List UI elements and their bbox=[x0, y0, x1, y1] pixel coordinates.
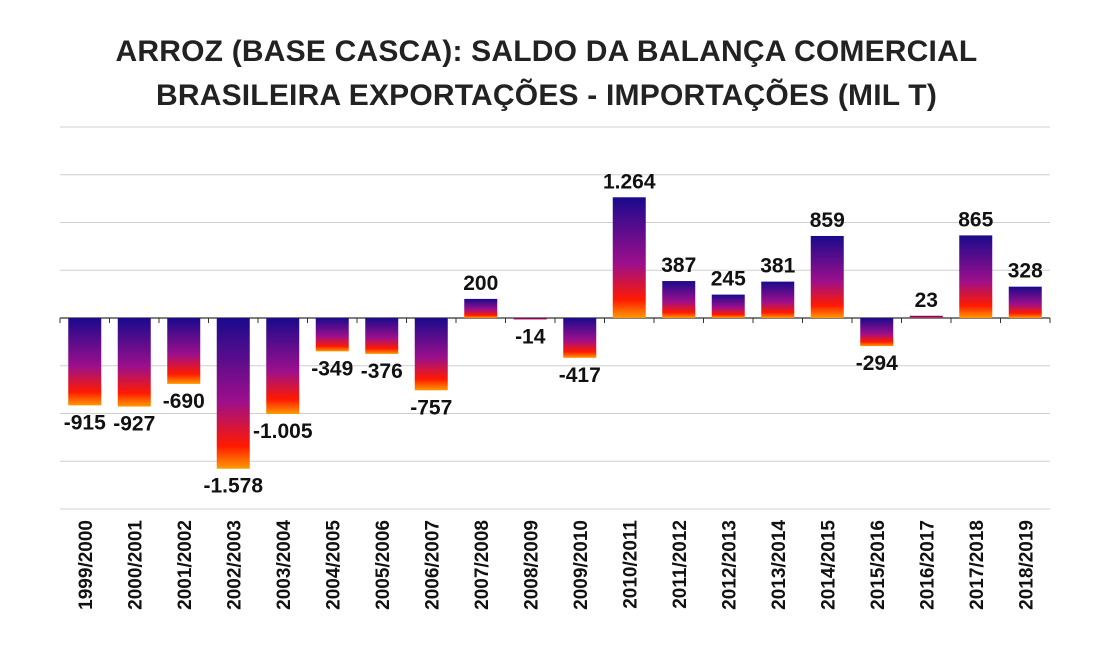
x-tick-label: 1999/2000 bbox=[76, 520, 97, 610]
x-tick-label: 2003/2004 bbox=[274, 520, 295, 610]
bar-2018-2019 bbox=[1008, 286, 1042, 318]
bars-group bbox=[68, 197, 1042, 469]
x-tick-label: 2008/2009 bbox=[521, 520, 542, 610]
data-label: 328 bbox=[1008, 260, 1043, 283]
bar-2002-2003 bbox=[216, 318, 250, 469]
bar-2016-2017 bbox=[909, 315, 943, 318]
bar-2012-2013 bbox=[711, 294, 745, 318]
data-labels-group: -915 -927 -690 -1.578 -1.005 -349 -376 -757 200 -… bbox=[64, 170, 1043, 497]
data-label: -1.578 bbox=[203, 475, 263, 498]
x-tick-label: 2006/2007 bbox=[422, 520, 443, 610]
x-tick-label: 2010/2011 bbox=[620, 520, 641, 609]
chart-title-block: ARROZ (BASE CASCA): SALDO DA BALANÇA COM… bbox=[0, 30, 1093, 118]
bar-2003-2004 bbox=[266, 318, 300, 414]
bar-2008-2009 bbox=[513, 318, 547, 320]
x-tick-label: 2016/2017 bbox=[917, 520, 938, 610]
x-axis-tick-labels: 1999/2000 2000/2001 2001/2002 2002/2003 2003… bbox=[76, 520, 1038, 610]
data-label: 245 bbox=[711, 268, 746, 291]
data-label: 23 bbox=[915, 289, 938, 312]
grid-lines bbox=[59, 126, 1051, 510]
x-tick-label: 2012/2013 bbox=[719, 520, 740, 610]
bar-2006-2007 bbox=[414, 318, 448, 391]
bar-2007-2008 bbox=[464, 298, 498, 318]
x-tick-label: 2002/2003 bbox=[224, 520, 245, 610]
data-label: -349 bbox=[311, 357, 353, 380]
data-label: 859 bbox=[810, 209, 845, 232]
bar-2017-2018 bbox=[959, 235, 993, 318]
data-label: -757 bbox=[410, 396, 452, 419]
data-label: -376 bbox=[361, 360, 403, 383]
bar-2000-2001 bbox=[117, 318, 151, 407]
data-label: -915 bbox=[64, 411, 106, 434]
x-tick-label: 2000/2001 bbox=[125, 520, 146, 610]
bar-2004-2005 bbox=[315, 318, 349, 352]
bar-2015-2016 bbox=[860, 318, 894, 347]
chart-subtitle: BRASILEIRA EXPORTAÇÕES - IMPORTAÇÕES (MI… bbox=[155, 79, 938, 112]
bar-2005-2006 bbox=[365, 318, 399, 354]
x-tick-label: 2018/2019 bbox=[1016, 520, 1037, 610]
data-label: 865 bbox=[958, 208, 993, 231]
data-label: -417 bbox=[559, 364, 601, 387]
x-tick-label: 2013/2014 bbox=[769, 520, 790, 610]
bar-2009-2010 bbox=[563, 318, 597, 358]
x-tick-label: 2015/2016 bbox=[868, 520, 889, 610]
x-tick-label: 2001/2002 bbox=[175, 520, 196, 610]
x-tick-label: 2011/2012 bbox=[670, 520, 691, 609]
data-label: 387 bbox=[661, 254, 696, 277]
data-label: -294 bbox=[856, 352, 898, 375]
x-tick-label: 2009/2010 bbox=[571, 520, 592, 610]
x-tick-label: 2004/2005 bbox=[323, 520, 344, 610]
bar-2011-2012 bbox=[662, 281, 696, 318]
data-label: -927 bbox=[113, 413, 155, 436]
x-tick-label: 2014/2015 bbox=[818, 520, 839, 610]
bar-1999-2000 bbox=[68, 318, 102, 406]
data-label: -14 bbox=[515, 325, 546, 348]
data-label: 200 bbox=[463, 272, 498, 295]
data-label: -1.005 bbox=[253, 420, 313, 443]
x-tick-label: 2005/2006 bbox=[373, 520, 394, 610]
bar-2010-2011 bbox=[612, 197, 646, 318]
bar-2014-2015 bbox=[810, 235, 844, 318]
bar-2013-2014 bbox=[761, 281, 795, 318]
data-label: -690 bbox=[163, 390, 205, 413]
data-label: 1.264 bbox=[603, 170, 656, 193]
data-label: 381 bbox=[760, 255, 795, 278]
x-tick-label: 2007/2008 bbox=[472, 520, 493, 610]
x-tick-label: 2017/2018 bbox=[967, 520, 988, 610]
chart-title: ARROZ (BASE CASCA): SALDO DA BALANÇA COM… bbox=[115, 35, 978, 68]
bar-2001-2002 bbox=[167, 318, 201, 384]
